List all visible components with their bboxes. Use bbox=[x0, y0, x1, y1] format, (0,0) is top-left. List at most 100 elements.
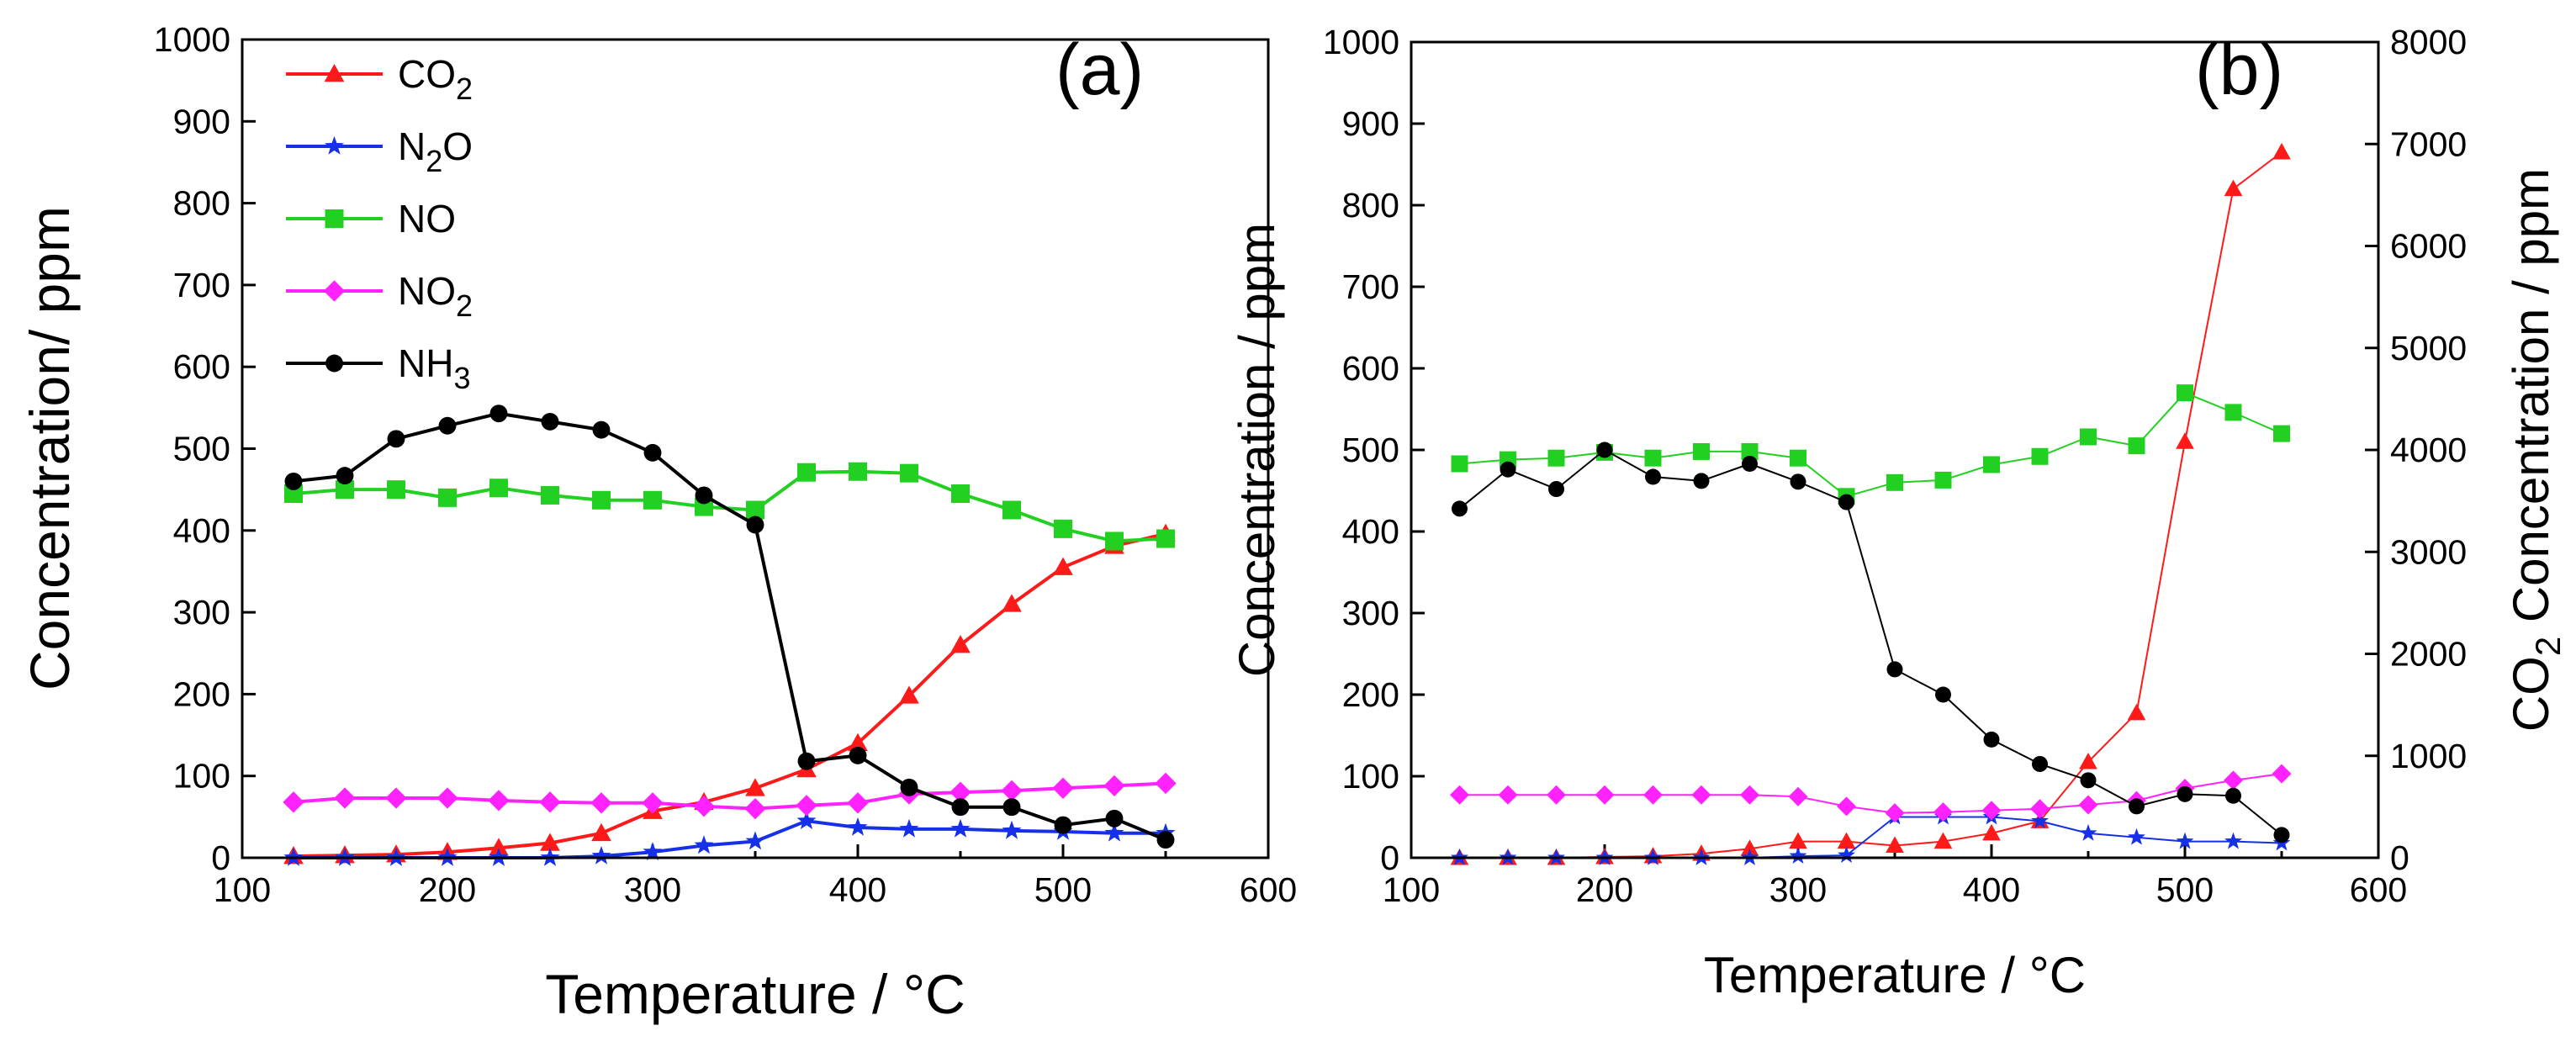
data-point-nh3 bbox=[284, 472, 303, 490]
data-point-no2 bbox=[1052, 777, 1074, 799]
data-point-no2 bbox=[1933, 802, 1953, 822]
y-tick-label: 600 bbox=[173, 347, 230, 386]
data-point-no bbox=[1983, 456, 2000, 473]
y-tick-label: 400 bbox=[173, 511, 230, 550]
data-point-nh3 bbox=[2225, 787, 2241, 804]
data-point-nh3 bbox=[849, 746, 867, 764]
y-tick-label: 900 bbox=[173, 102, 230, 140]
y-tick-label: 1000 bbox=[154, 20, 230, 59]
x-tick-label: 300 bbox=[1769, 870, 1827, 909]
data-point-n2o bbox=[2176, 832, 2194, 849]
legend-label-sub: 3 bbox=[453, 361, 470, 395]
data-point-no2 bbox=[2224, 770, 2243, 791]
data-point-n2o bbox=[2031, 812, 2049, 829]
data-point-nh3 bbox=[797, 752, 816, 770]
data-point-no2 bbox=[796, 795, 817, 817]
data-point-co2 bbox=[2224, 179, 2243, 197]
y-tick-label: 600 bbox=[1342, 349, 1399, 388]
data-point-no2 bbox=[1691, 785, 1711, 805]
data-point-no2 bbox=[488, 790, 510, 812]
series-no bbox=[284, 462, 1175, 551]
data-point-no2 bbox=[949, 781, 971, 803]
data-point-co2 bbox=[1933, 832, 1953, 849]
data-point-no bbox=[1644, 449, 1662, 467]
series-nh3 bbox=[1452, 442, 2290, 843]
y-tick-label: 800 bbox=[173, 184, 230, 223]
panel-a-y-axis-title: Concentration/ ppm bbox=[19, 206, 81, 690]
y-tick-label: 0 bbox=[1380, 838, 1399, 877]
y-tick-label: 300 bbox=[1342, 594, 1399, 632]
data-point-co2 bbox=[2176, 432, 2194, 449]
series-line-nh3 bbox=[293, 411, 1166, 842]
x-tick-label: 600 bbox=[1240, 870, 1297, 909]
panel-b-tick-labels: 100 200 300 400 500 6000100200300400500600700… bbox=[1323, 23, 2467, 909]
series-line-n2o bbox=[1459, 816, 2282, 859]
data-point-no2 bbox=[693, 796, 715, 817]
legend-label-nh3: NH3 bbox=[398, 341, 470, 395]
data-point-nh3 bbox=[951, 798, 970, 817]
data-point-no2 bbox=[2030, 799, 2050, 819]
series-co2 bbox=[1450, 142, 2291, 865]
data-point-n2o bbox=[1789, 847, 1807, 864]
data-point-nh3 bbox=[1105, 809, 1124, 828]
series-line-no bbox=[1459, 392, 2282, 498]
data-point-no bbox=[387, 480, 405, 500]
data-point-n2o bbox=[796, 811, 817, 829]
data-point-no bbox=[849, 462, 867, 481]
legend-label-sub: 2 bbox=[456, 288, 473, 323]
panel-b-y2-title-sub: 2 bbox=[2528, 637, 2568, 656]
data-point-no bbox=[1547, 449, 1565, 467]
legend-label-sub: 2 bbox=[426, 144, 442, 178]
series-line-co2 bbox=[1459, 151, 2282, 859]
panel-b-y2-title-main: CO bbox=[2503, 656, 2559, 732]
panel-a-tick-labels: 100 200 300 400 500 6000100200300400500600700… bbox=[154, 20, 1297, 909]
data-point-nh3 bbox=[1548, 481, 1564, 498]
legend-item-nh3: NH3 bbox=[286, 341, 470, 395]
legend-label-no2: NO2 bbox=[398, 269, 473, 323]
data-point-no2 bbox=[847, 792, 869, 814]
legend-label-co2: CO2 bbox=[398, 52, 473, 106]
data-point-no2 bbox=[1450, 785, 1469, 805]
y2-tick-label: 2000 bbox=[2390, 635, 2467, 674]
y-tick-label: 800 bbox=[1342, 186, 1399, 225]
data-point-n2o bbox=[899, 818, 919, 838]
data-point-no bbox=[2080, 428, 2097, 446]
data-point-no bbox=[1741, 442, 1759, 460]
data-point-n2o bbox=[591, 846, 611, 865]
y2-tick-label: 1000 bbox=[2390, 737, 2467, 775]
data-point-nh3 bbox=[1790, 473, 1806, 490]
y2-tick-label: 3000 bbox=[2390, 532, 2467, 571]
legend-marker-nh3 bbox=[325, 354, 343, 373]
data-point-co2 bbox=[950, 634, 971, 653]
series-line-no bbox=[293, 469, 1166, 543]
series-nh3 bbox=[284, 405, 1175, 849]
legend-marker-no bbox=[325, 209, 344, 228]
data-point-co2 bbox=[899, 685, 919, 704]
data-point-nh3 bbox=[2177, 785, 2193, 802]
data-point-n2o bbox=[1002, 820, 1022, 839]
data-point-co2 bbox=[1886, 836, 1904, 853]
data-point-nh3 bbox=[2273, 827, 2290, 843]
data-point-no2 bbox=[590, 792, 612, 814]
data-point-no bbox=[1934, 471, 1952, 489]
legend-item-no2: NO2 bbox=[286, 269, 473, 323]
data-point-no2 bbox=[2078, 795, 2098, 815]
data-point-nh3 bbox=[2129, 798, 2145, 815]
data-point-no2 bbox=[385, 787, 407, 809]
data-point-no2 bbox=[1740, 785, 1759, 805]
data-point-no2 bbox=[436, 787, 458, 809]
legend-label-main: NO bbox=[398, 269, 456, 313]
data-point-no2 bbox=[1547, 785, 1566, 805]
panel-a-label: (a) bbox=[1055, 29, 1144, 110]
data-point-nh3 bbox=[1838, 494, 1854, 510]
legend-label-main: N bbox=[398, 124, 426, 168]
data-point-n2o bbox=[1104, 822, 1124, 842]
data-point-no2 bbox=[1155, 772, 1177, 795]
panel-b-x-axis-title: Temperature / °C bbox=[1704, 947, 2086, 1003]
data-point-nh3 bbox=[336, 467, 354, 485]
legend-marker-co2 bbox=[324, 63, 345, 82]
data-point-co2 bbox=[591, 822, 611, 842]
x-tick-label: 200 bbox=[1576, 870, 1633, 909]
